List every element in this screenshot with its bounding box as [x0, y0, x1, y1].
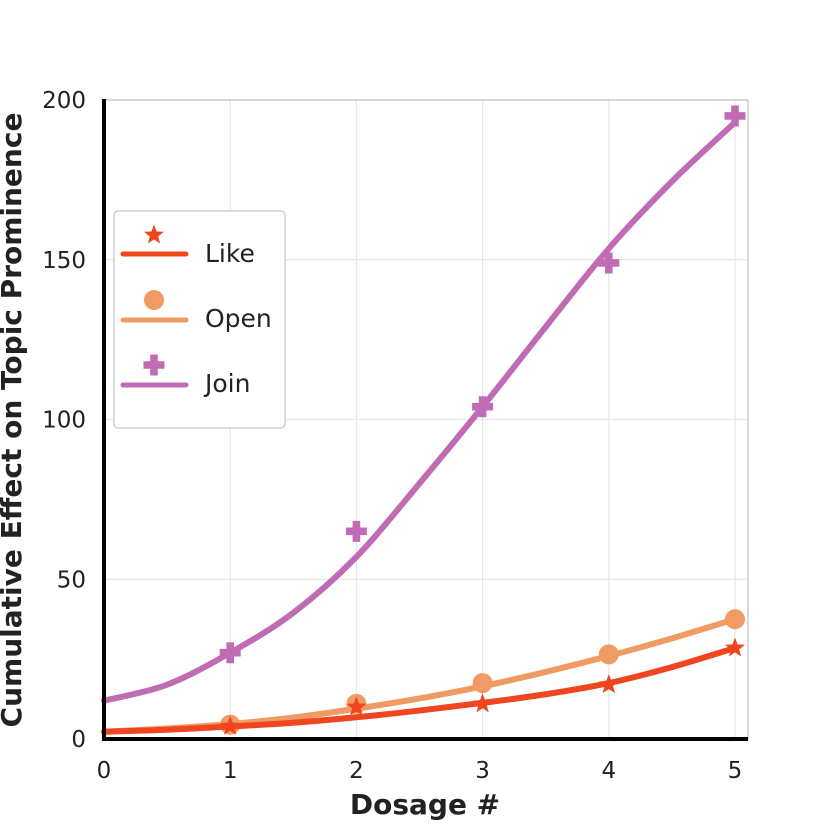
- open-data-point: [598, 644, 619, 665]
- open-data-point: [725, 609, 745, 630]
- like-fit-line: [101, 644, 738, 735]
- like-data-point: [725, 637, 745, 657]
- legend-item-join: Join: [120, 354, 250, 398]
- y-tick-label: 0: [71, 727, 86, 753]
- legend-join-marker: [143, 354, 165, 376]
- series-layer: [101, 105, 746, 735]
- like-data-point: [346, 696, 367, 716]
- x-tick-label: 4: [601, 758, 616, 784]
- join-data-point: [724, 105, 746, 127]
- y-tick-label: 100: [42, 408, 86, 434]
- legend-like-label: Like: [205, 239, 255, 268]
- legend-like-marker: [144, 224, 164, 244]
- axes: [102, 99, 749, 741]
- legend: Like Open Join: [113, 210, 286, 429]
- like-data-point: [598, 674, 619, 694]
- join-data-point: [472, 396, 494, 418]
- join-fit-line: [101, 119, 738, 704]
- y-axis-title: Cumulative Effect on Topic Prominence: [0, 113, 28, 728]
- join-data-point: [598, 252, 620, 274]
- x-axis-title: Dosage #: [350, 788, 500, 821]
- y-tick-label: 150: [42, 248, 86, 274]
- x-tick-label: 3: [475, 758, 490, 784]
- legend-item-open: Open: [120, 290, 272, 333]
- y-tick-label: 200: [42, 88, 86, 114]
- like-data-point: [220, 715, 241, 735]
- like-data-point: [472, 693, 493, 713]
- x-tick-label: 0: [97, 758, 112, 784]
- series-join: [101, 105, 746, 704]
- join-data-point: [345, 520, 367, 542]
- x-tick-label: 1: [223, 758, 238, 784]
- legend-open-label: Open: [205, 304, 272, 333]
- join-data-point: [219, 642, 241, 664]
- series-like: [101, 637, 745, 735]
- y-tick-label: 50: [57, 567, 86, 593]
- open-data-point: [472, 673, 493, 694]
- x-tick-label: 2: [349, 758, 364, 784]
- legend-join-label: Join: [203, 369, 250, 398]
- x-tick-label: 5: [728, 758, 743, 784]
- legend-open-marker: [144, 290, 164, 310]
- legend-item-like: Like: [120, 224, 255, 268]
